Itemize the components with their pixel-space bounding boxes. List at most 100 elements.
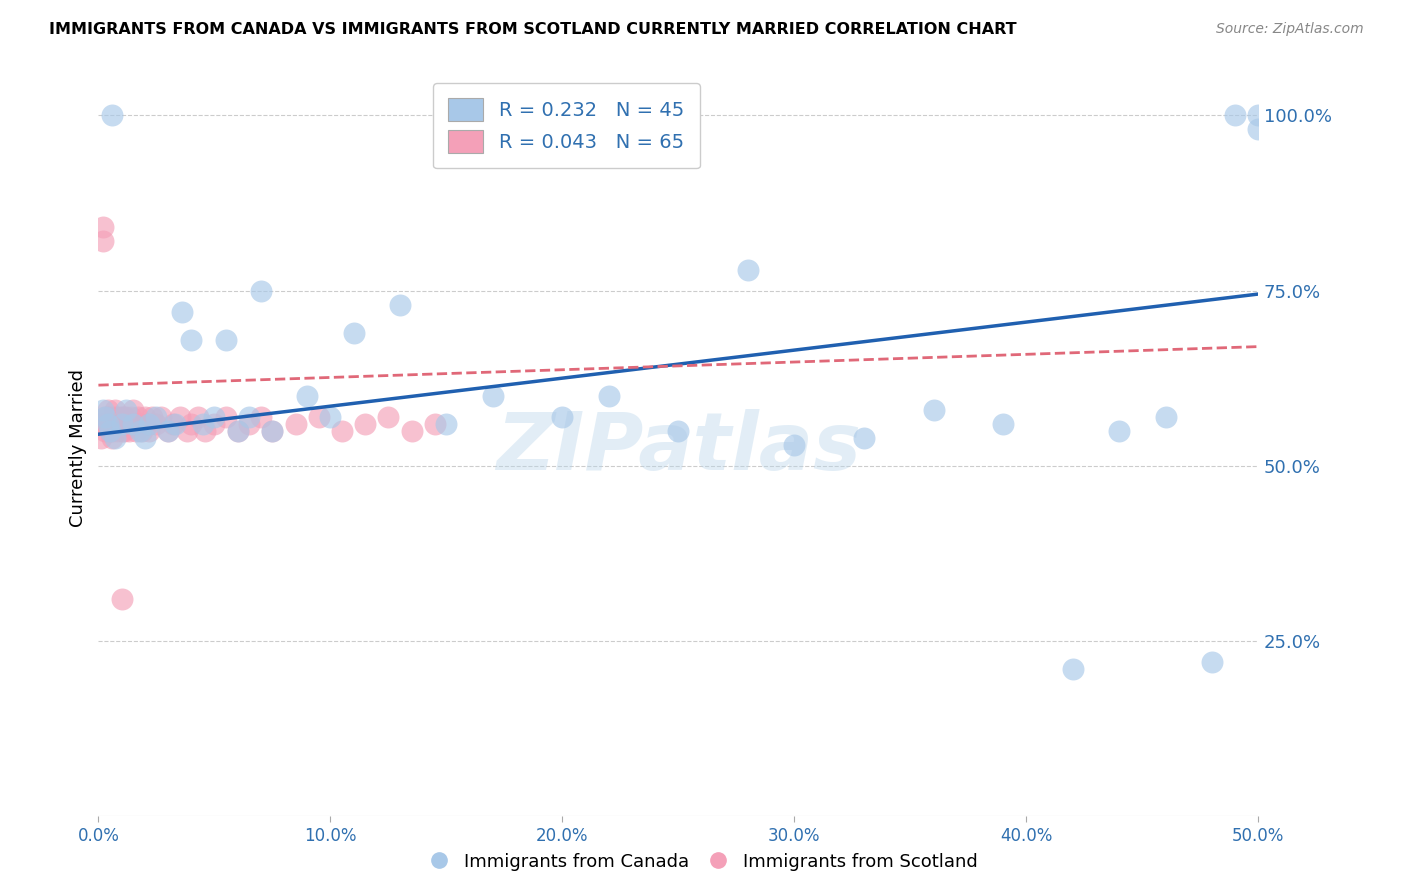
Point bbox=[90, 431, 112, 445]
Point bbox=[401, 424, 423, 438]
Point bbox=[284, 417, 307, 431]
Point bbox=[97, 409, 120, 424]
Point bbox=[145, 417, 167, 431]
Point bbox=[180, 417, 202, 431]
Point bbox=[262, 424, 284, 438]
Point bbox=[194, 424, 217, 438]
Point bbox=[1201, 655, 1223, 669]
Point bbox=[737, 262, 759, 277]
Point bbox=[134, 431, 156, 445]
Point bbox=[598, 389, 620, 403]
Point bbox=[101, 431, 124, 445]
Point bbox=[176, 424, 198, 438]
Point bbox=[94, 417, 117, 431]
Point bbox=[169, 409, 191, 424]
Point bbox=[91, 220, 114, 235]
Point bbox=[204, 409, 226, 424]
Point bbox=[215, 409, 238, 424]
Point bbox=[297, 389, 319, 403]
Point bbox=[163, 417, 186, 431]
Point bbox=[191, 417, 214, 431]
Point bbox=[1062, 662, 1084, 676]
Point bbox=[423, 417, 446, 431]
Point bbox=[666, 424, 689, 438]
Point bbox=[98, 424, 121, 438]
Point bbox=[783, 438, 806, 452]
Point bbox=[1247, 122, 1270, 136]
Point bbox=[91, 235, 114, 249]
Point bbox=[377, 409, 399, 424]
Point bbox=[117, 424, 139, 438]
Point bbox=[157, 424, 180, 438]
Point bbox=[436, 417, 458, 431]
Point bbox=[98, 409, 121, 424]
Point bbox=[141, 409, 163, 424]
Point bbox=[111, 591, 132, 606]
Point bbox=[101, 424, 124, 438]
Point bbox=[105, 417, 128, 431]
Point bbox=[127, 409, 149, 424]
Point bbox=[98, 424, 121, 438]
Point bbox=[180, 333, 202, 347]
Point bbox=[170, 304, 193, 318]
Point bbox=[150, 409, 173, 424]
Point bbox=[1247, 108, 1270, 122]
Point bbox=[138, 424, 160, 438]
Point bbox=[187, 409, 209, 424]
Point bbox=[134, 409, 156, 424]
Point bbox=[97, 417, 120, 431]
Point bbox=[1154, 409, 1177, 424]
Point bbox=[104, 409, 127, 424]
Point bbox=[388, 297, 412, 311]
Point bbox=[238, 409, 260, 424]
Text: Source: ZipAtlas.com: Source: ZipAtlas.com bbox=[1216, 22, 1364, 37]
Point bbox=[204, 417, 226, 431]
Point bbox=[551, 409, 574, 424]
Point bbox=[122, 417, 145, 431]
Point bbox=[104, 402, 127, 417]
Point bbox=[852, 431, 875, 445]
Point bbox=[97, 402, 120, 417]
Text: IMMIGRANTS FROM CANADA VS IMMIGRANTS FROM SCOTLAND CURRENTLY MARRIED CORRELATION: IMMIGRANTS FROM CANADA VS IMMIGRANTS FRO… bbox=[49, 22, 1017, 37]
Point bbox=[330, 424, 353, 438]
Point bbox=[122, 417, 145, 431]
Point bbox=[91, 402, 114, 417]
Point bbox=[993, 417, 1015, 431]
Point bbox=[104, 431, 127, 445]
Point bbox=[101, 417, 124, 431]
Point bbox=[129, 417, 152, 431]
Point bbox=[319, 409, 342, 424]
Point bbox=[215, 333, 238, 347]
Point bbox=[120, 409, 142, 424]
Point bbox=[115, 402, 138, 417]
Point bbox=[343, 326, 366, 340]
Point bbox=[122, 402, 145, 417]
Point bbox=[262, 424, 284, 438]
Y-axis label: Currently Married: Currently Married bbox=[69, 369, 87, 527]
Point bbox=[157, 424, 180, 438]
Point bbox=[117, 417, 139, 431]
Point bbox=[101, 108, 124, 122]
Point bbox=[129, 424, 152, 438]
Point bbox=[124, 424, 146, 438]
Point bbox=[90, 417, 112, 431]
Point bbox=[115, 409, 138, 424]
Point bbox=[136, 417, 159, 431]
Point bbox=[115, 417, 138, 431]
Point bbox=[108, 417, 131, 431]
Point bbox=[354, 417, 377, 431]
Point bbox=[105, 424, 128, 438]
Point bbox=[250, 284, 273, 298]
Point bbox=[97, 417, 120, 431]
Point bbox=[145, 409, 167, 424]
Legend: R = 0.232   N = 45, R = 0.043   N = 65: R = 0.232 N = 45, R = 0.043 N = 65 bbox=[433, 83, 700, 169]
Point bbox=[108, 409, 131, 424]
Point bbox=[111, 424, 132, 438]
Point bbox=[226, 424, 249, 438]
Point bbox=[162, 417, 184, 431]
Point bbox=[112, 424, 135, 438]
Point bbox=[226, 424, 249, 438]
Point bbox=[94, 409, 117, 424]
Point bbox=[481, 389, 505, 403]
Point bbox=[112, 409, 135, 424]
